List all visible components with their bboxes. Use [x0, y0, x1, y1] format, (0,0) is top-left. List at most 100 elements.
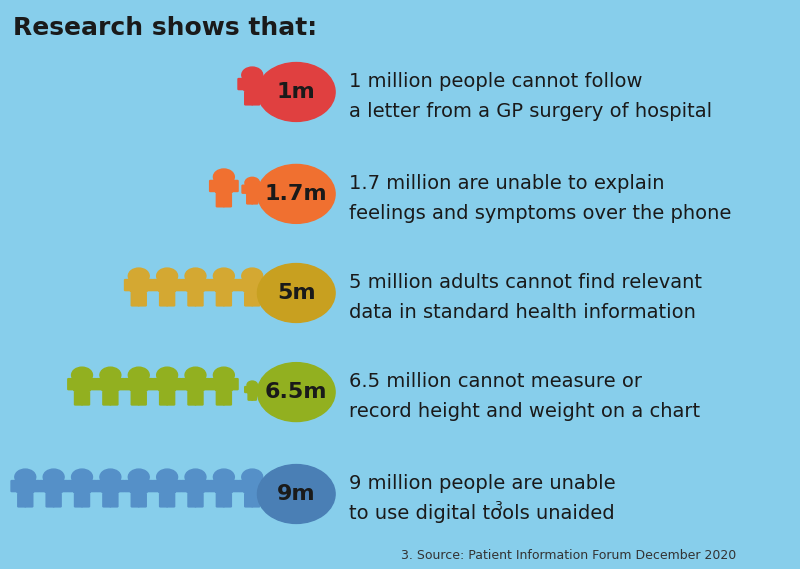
FancyBboxPatch shape: [45, 479, 62, 493]
FancyBboxPatch shape: [158, 377, 176, 391]
Circle shape: [258, 263, 335, 323]
FancyBboxPatch shape: [67, 378, 75, 390]
FancyBboxPatch shape: [130, 278, 148, 292]
Circle shape: [214, 268, 234, 284]
FancyBboxPatch shape: [158, 479, 176, 493]
FancyBboxPatch shape: [89, 378, 97, 390]
Text: 5m: 5m: [277, 283, 315, 303]
Circle shape: [245, 178, 259, 188]
FancyBboxPatch shape: [187, 391, 197, 406]
FancyBboxPatch shape: [202, 279, 210, 291]
FancyBboxPatch shape: [53, 493, 62, 508]
FancyBboxPatch shape: [209, 378, 217, 390]
FancyBboxPatch shape: [194, 493, 204, 508]
FancyBboxPatch shape: [230, 279, 238, 291]
Circle shape: [15, 469, 36, 485]
FancyBboxPatch shape: [209, 480, 217, 492]
FancyBboxPatch shape: [130, 391, 140, 406]
Text: a letter from a GP surgery of hospital: a letter from a GP surgery of hospital: [349, 102, 712, 121]
Circle shape: [100, 469, 121, 485]
FancyBboxPatch shape: [259, 78, 267, 90]
Text: data in standard health information: data in standard health information: [349, 303, 695, 322]
FancyBboxPatch shape: [102, 493, 111, 508]
FancyBboxPatch shape: [124, 480, 132, 492]
FancyBboxPatch shape: [10, 480, 18, 492]
FancyBboxPatch shape: [102, 377, 119, 391]
FancyBboxPatch shape: [60, 480, 69, 492]
Text: 9m: 9m: [277, 484, 315, 504]
FancyBboxPatch shape: [110, 493, 118, 508]
FancyBboxPatch shape: [152, 378, 161, 390]
Circle shape: [71, 367, 93, 383]
FancyBboxPatch shape: [73, 377, 91, 391]
FancyBboxPatch shape: [251, 193, 258, 205]
Text: Research shows that:: Research shows that:: [13, 15, 317, 39]
FancyBboxPatch shape: [238, 78, 246, 90]
Circle shape: [214, 169, 234, 185]
Circle shape: [214, 367, 234, 383]
FancyBboxPatch shape: [166, 391, 175, 406]
FancyBboxPatch shape: [67, 480, 75, 492]
FancyBboxPatch shape: [95, 378, 104, 390]
FancyBboxPatch shape: [187, 292, 197, 307]
FancyBboxPatch shape: [81, 391, 90, 406]
FancyBboxPatch shape: [243, 479, 261, 493]
FancyBboxPatch shape: [124, 279, 132, 291]
FancyBboxPatch shape: [251, 493, 261, 508]
Circle shape: [157, 469, 178, 485]
Text: 3. Source: Patient Information Forum December 2020: 3. Source: Patient Information Forum Dec…: [402, 549, 737, 562]
FancyBboxPatch shape: [244, 292, 254, 307]
FancyBboxPatch shape: [95, 480, 104, 492]
Text: 1m: 1m: [277, 82, 316, 102]
FancyBboxPatch shape: [244, 386, 250, 393]
FancyBboxPatch shape: [259, 480, 267, 492]
Circle shape: [128, 268, 150, 284]
FancyBboxPatch shape: [81, 493, 90, 508]
FancyBboxPatch shape: [17, 493, 26, 508]
FancyBboxPatch shape: [257, 184, 263, 194]
FancyBboxPatch shape: [159, 292, 168, 307]
FancyBboxPatch shape: [130, 493, 140, 508]
FancyBboxPatch shape: [102, 479, 119, 493]
Circle shape: [258, 63, 335, 121]
FancyBboxPatch shape: [244, 493, 254, 508]
Circle shape: [185, 367, 206, 383]
FancyBboxPatch shape: [138, 493, 147, 508]
FancyBboxPatch shape: [215, 179, 233, 193]
FancyBboxPatch shape: [238, 279, 246, 291]
FancyBboxPatch shape: [222, 193, 232, 208]
Text: 6.5 million cannot measure or: 6.5 million cannot measure or: [349, 372, 642, 391]
FancyBboxPatch shape: [146, 279, 154, 291]
FancyBboxPatch shape: [186, 377, 205, 391]
Text: feelings and symptoms over the phone: feelings and symptoms over the phone: [349, 204, 731, 223]
FancyBboxPatch shape: [215, 278, 233, 292]
FancyBboxPatch shape: [130, 377, 148, 391]
FancyBboxPatch shape: [202, 480, 210, 492]
FancyBboxPatch shape: [238, 480, 246, 492]
FancyBboxPatch shape: [159, 391, 168, 406]
FancyBboxPatch shape: [222, 292, 232, 307]
Text: 1.7 million are unable to explain: 1.7 million are unable to explain: [349, 174, 664, 193]
Circle shape: [258, 362, 335, 422]
FancyBboxPatch shape: [24, 493, 34, 508]
Circle shape: [100, 367, 121, 383]
Circle shape: [242, 67, 262, 83]
FancyBboxPatch shape: [209, 279, 217, 291]
FancyBboxPatch shape: [202, 378, 210, 390]
Text: 1.7m: 1.7m: [265, 184, 327, 204]
FancyBboxPatch shape: [194, 292, 204, 307]
FancyBboxPatch shape: [242, 184, 248, 194]
FancyBboxPatch shape: [215, 479, 233, 493]
Circle shape: [128, 367, 150, 383]
FancyBboxPatch shape: [166, 292, 175, 307]
FancyBboxPatch shape: [246, 184, 259, 195]
FancyBboxPatch shape: [38, 480, 47, 492]
Circle shape: [157, 367, 178, 383]
FancyBboxPatch shape: [255, 386, 261, 393]
Text: 3: 3: [494, 500, 502, 513]
Text: to use digital tools unaided: to use digital tools unaided: [349, 504, 614, 523]
FancyBboxPatch shape: [246, 193, 254, 205]
FancyBboxPatch shape: [230, 378, 238, 390]
FancyBboxPatch shape: [32, 480, 40, 492]
FancyBboxPatch shape: [16, 479, 34, 493]
